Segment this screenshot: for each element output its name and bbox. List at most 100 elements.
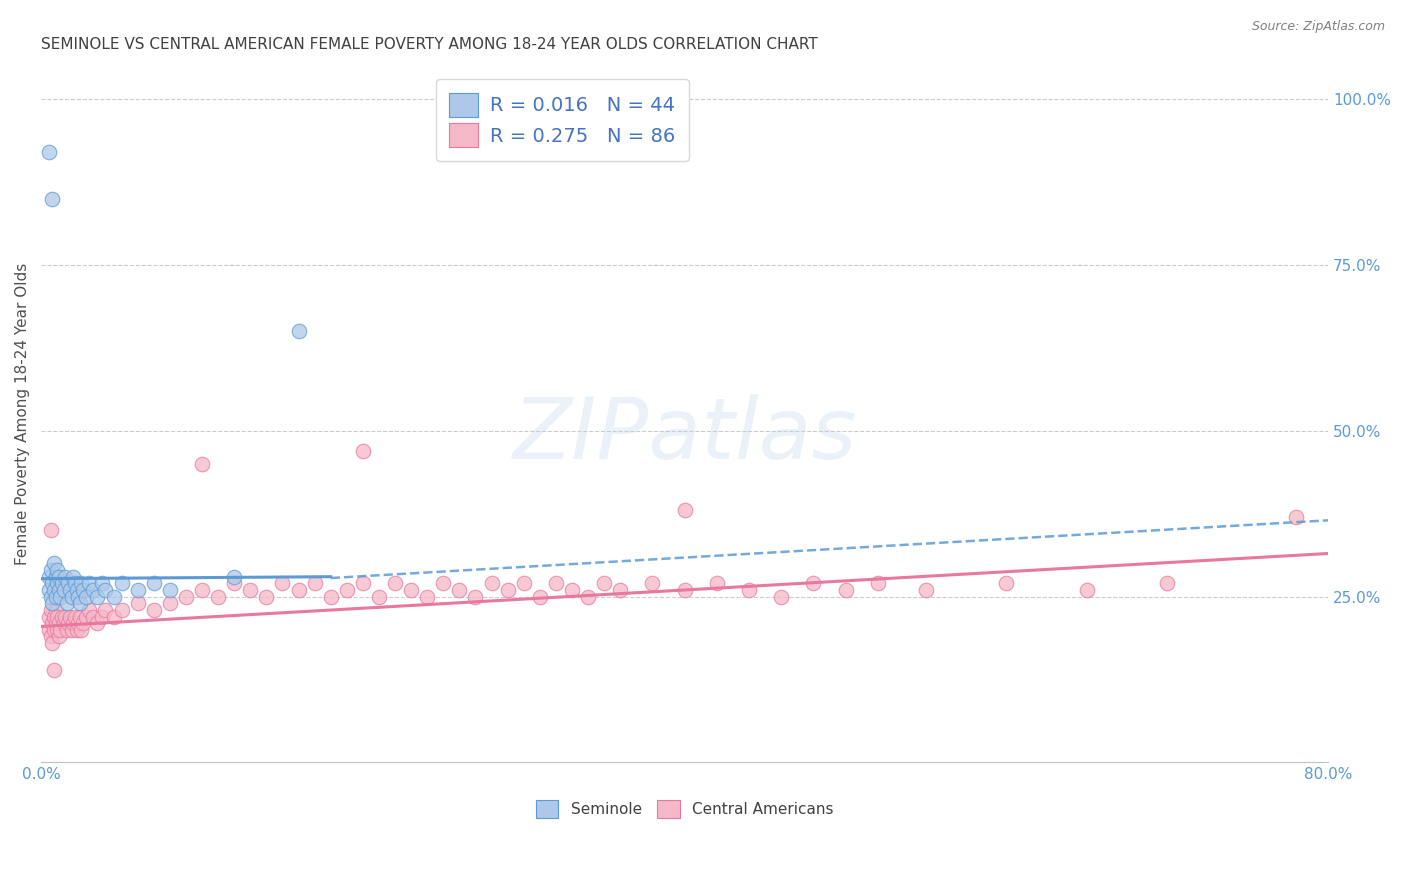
Point — [38, 609, 60, 624]
Point — [41, 192, 63, 206]
Point — [75, 590, 97, 604]
Point — [801, 576, 824, 591]
Point — [72, 582, 94, 597]
Point — [127, 596, 149, 610]
Point — [142, 576, 165, 591]
Point — [127, 582, 149, 597]
Point — [49, 590, 72, 604]
Point — [48, 582, 70, 597]
Point — [1076, 582, 1098, 597]
Point — [38, 145, 60, 160]
Point — [103, 590, 125, 604]
Point — [103, 609, 125, 624]
Point — [69, 596, 91, 610]
Point — [142, 603, 165, 617]
Point — [432, 576, 454, 591]
Point — [46, 609, 69, 624]
Point — [65, 623, 87, 637]
Point — [51, 609, 73, 624]
Point — [287, 324, 309, 338]
Point — [60, 623, 83, 637]
Point — [52, 582, 75, 597]
Point — [576, 590, 599, 604]
Point — [1156, 576, 1178, 591]
Point — [45, 570, 67, 584]
Point — [159, 596, 181, 610]
Point — [399, 582, 422, 597]
Point — [110, 576, 132, 591]
Point — [48, 629, 70, 643]
Point — [63, 609, 86, 624]
Point — [82, 582, 104, 597]
Point — [58, 616, 80, 631]
Point — [94, 582, 117, 597]
Point — [63, 576, 86, 591]
Point — [60, 590, 83, 604]
Point — [48, 616, 70, 631]
Point — [1285, 510, 1308, 524]
Point — [42, 609, 65, 624]
Point — [39, 523, 62, 537]
Point — [51, 576, 73, 591]
Point — [191, 582, 214, 597]
Point — [91, 576, 114, 591]
Point — [42, 557, 65, 571]
Point — [46, 623, 69, 637]
Point — [70, 576, 93, 591]
Point — [46, 563, 69, 577]
Point — [224, 576, 246, 591]
Point — [304, 576, 326, 591]
Point — [496, 582, 519, 597]
Point — [79, 576, 101, 591]
Point — [65, 582, 87, 597]
Point — [39, 629, 62, 643]
Point — [159, 582, 181, 597]
Text: SEMINOLE VS CENTRAL AMERICAN FEMALE POVERTY AMONG 18-24 YEAR OLDS CORRELATION CH: SEMINOLE VS CENTRAL AMERICAN FEMALE POVE… — [41, 37, 818, 53]
Point — [53, 570, 76, 584]
Point — [59, 609, 82, 624]
Point — [48, 570, 70, 584]
Point — [561, 582, 583, 597]
Point — [62, 570, 84, 584]
Point — [481, 576, 503, 591]
Point — [67, 590, 90, 604]
Point — [41, 616, 63, 631]
Point — [52, 616, 75, 631]
Point — [70, 623, 93, 637]
Point — [593, 576, 616, 591]
Point — [110, 603, 132, 617]
Point — [239, 582, 262, 597]
Point — [53, 609, 76, 624]
Point — [79, 603, 101, 617]
Point — [56, 596, 79, 610]
Point — [174, 590, 197, 604]
Legend: Seminole, Central Americans: Seminole, Central Americans — [530, 794, 839, 824]
Point — [58, 576, 80, 591]
Point — [336, 582, 359, 597]
Point — [544, 576, 567, 591]
Point — [39, 563, 62, 577]
Point — [72, 616, 94, 631]
Point — [41, 576, 63, 591]
Point — [45, 603, 67, 617]
Point — [254, 590, 277, 604]
Point — [319, 590, 342, 604]
Point — [770, 590, 793, 604]
Point — [529, 590, 551, 604]
Text: ZIPatlas: ZIPatlas — [513, 393, 856, 476]
Point — [609, 582, 631, 597]
Point — [86, 616, 108, 631]
Point — [82, 609, 104, 624]
Point — [513, 576, 536, 591]
Point — [384, 576, 406, 591]
Point — [59, 582, 82, 597]
Point — [75, 609, 97, 624]
Point — [86, 590, 108, 604]
Point — [94, 603, 117, 617]
Point — [224, 570, 246, 584]
Point — [46, 576, 69, 591]
Point — [449, 582, 471, 597]
Point — [368, 590, 391, 604]
Point — [69, 609, 91, 624]
Point — [45, 616, 67, 631]
